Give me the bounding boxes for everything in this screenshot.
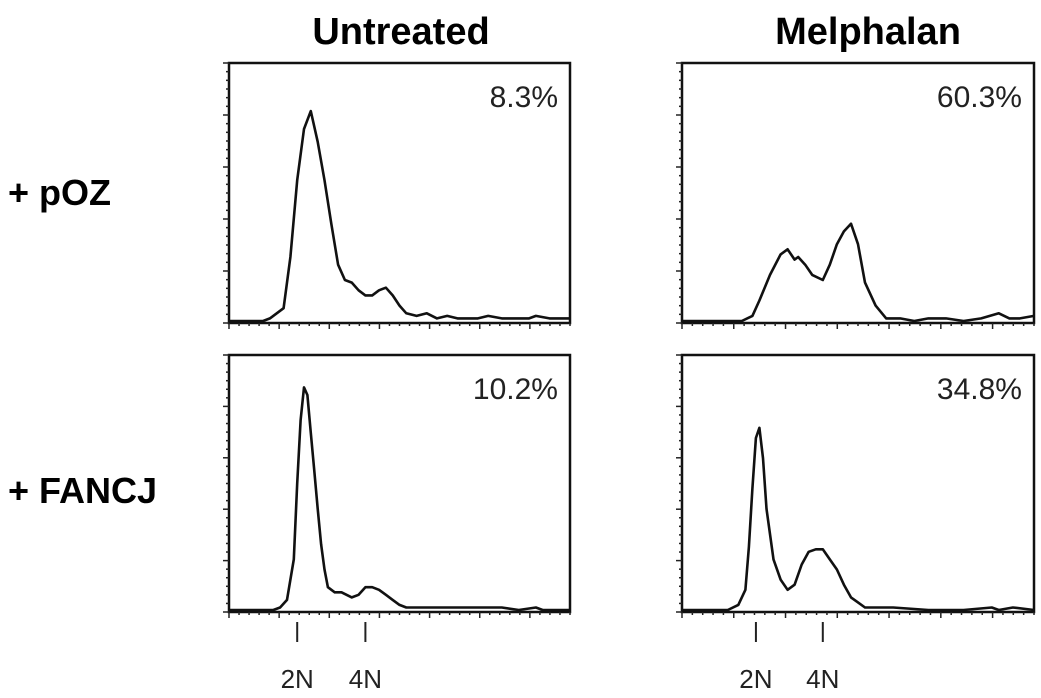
row-label-fancj: + FANCJ: [8, 470, 157, 511]
percent-annotation: 60.3%: [937, 81, 1022, 114]
column-title-melphalan: Melphalan: [775, 11, 961, 53]
histogram-panel: 8.3%: [223, 61, 572, 329]
histogram-panel: 34.8% 2N 4N: [676, 353, 1036, 694]
histogram-line: [229, 109, 570, 323]
percent-annotation: 34.8%: [937, 373, 1022, 406]
column-title-untreated: Untreated: [312, 11, 489, 53]
x-tick-label: 2N: [739, 664, 772, 694]
percent-annotation: 8.3%: [490, 81, 558, 114]
histogram-panels: 8.3% 60.3% 10.2% 2N 4N 34.8% 2N 4N: [223, 61, 1036, 694]
histogram-line: [682, 222, 1035, 323]
histogram-line: [229, 386, 570, 612]
histogram-panel: 10.2% 2N 4N: [223, 353, 572, 694]
x-tick-label: 4N: [349, 664, 382, 694]
histogram-panel: 60.3%: [676, 61, 1036, 329]
row-label-poz: + pOZ: [8, 172, 111, 213]
histogram-line: [682, 426, 1035, 612]
percent-annotation: 10.2%: [473, 373, 558, 406]
x-tick-label: 4N: [806, 664, 839, 694]
x-tick-label: 2N: [281, 664, 314, 694]
